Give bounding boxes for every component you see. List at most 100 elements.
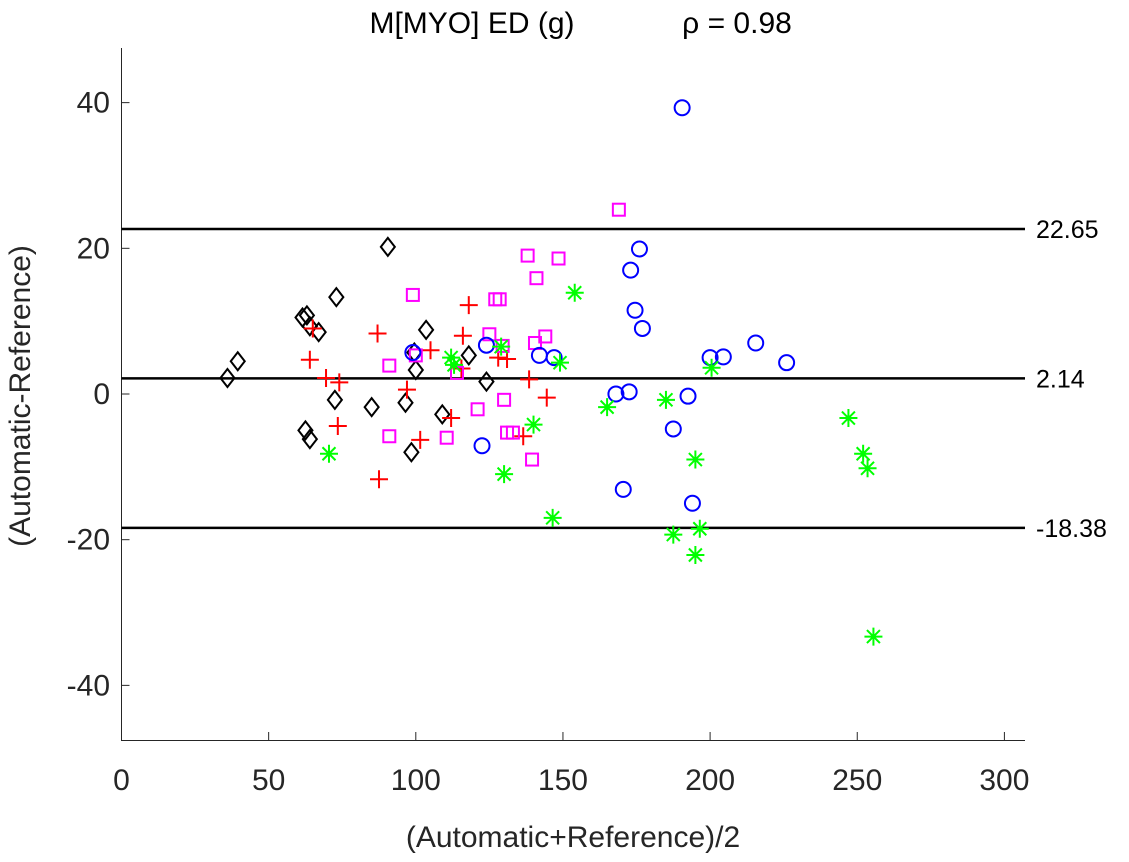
- y-ticks: -40 -20 0 20 40: [67, 87, 130, 702]
- reference-line-label: 22.65: [1036, 216, 1099, 244]
- plus-marker: [452, 359, 471, 378]
- y-tick-label: 20: [77, 232, 110, 265]
- square-marker: [470, 402, 485, 417]
- diamond-marker: [403, 441, 420, 463]
- asterisk-marker: [686, 450, 705, 469]
- plus-marker: [330, 373, 349, 392]
- circle-marker: [477, 336, 495, 354]
- square-marker: [497, 392, 512, 407]
- plus-marker: [303, 319, 322, 338]
- diamond-marker: [301, 315, 319, 337]
- diamond-marker: [219, 367, 236, 389]
- reference-line-label: -18.38: [1036, 515, 1107, 543]
- asterisk-marker: [524, 415, 543, 434]
- circle-marker: [545, 349, 563, 367]
- square-marker: [505, 425, 520, 440]
- square-marker: [529, 271, 544, 286]
- diamond-marker: [297, 419, 314, 442]
- x-tick-label: 250: [832, 764, 882, 797]
- y-tick-label: -20: [67, 524, 110, 557]
- circle-marker: [664, 420, 682, 438]
- x-tick-label: 0: [113, 764, 130, 797]
- asterisk-marker: [864, 627, 883, 646]
- circle-marker: [630, 240, 648, 258]
- diamond-marker: [417, 319, 435, 341]
- circle-marker: [614, 480, 632, 498]
- asterisk-marker: [543, 508, 562, 527]
- square-marker: [538, 329, 553, 344]
- plus-marker: [520, 370, 539, 389]
- y-axis-label: (Automatic-Reference): [4, 245, 37, 547]
- asterisk-marker: [664, 525, 683, 544]
- square-marker: [382, 429, 397, 444]
- x-tick-label: 150: [538, 764, 588, 797]
- circle-marker: [626, 301, 644, 319]
- rho-annotation: ρ = 0.98: [682, 7, 792, 40]
- reference-lines: 22.65 2.14 -18.38: [121, 216, 1107, 543]
- asterisk-marker: [858, 459, 877, 478]
- diamond-marker: [407, 359, 425, 381]
- diamond-marker: [434, 403, 451, 426]
- asterisk-marker: [854, 444, 873, 463]
- plus-marker: [300, 350, 319, 369]
- asterisk-marker: [442, 348, 461, 367]
- circle-marker: [747, 334, 765, 352]
- circle-marker: [404, 343, 422, 361]
- x-ticks: 0 50 100 150 200 250 300: [113, 732, 1029, 797]
- circle-marker: [620, 383, 638, 401]
- reference-line-label: 2.14: [1036, 365, 1085, 393]
- asterisk-marker: [319, 444, 338, 463]
- plus-marker: [368, 324, 387, 343]
- plus-marker: [328, 417, 347, 436]
- diamond-marker: [298, 304, 316, 326]
- asterisk-marker: [690, 519, 709, 538]
- diamond-marker: [363, 396, 380, 418]
- x-tick-label: 200: [685, 764, 735, 797]
- square-marker: [611, 202, 626, 217]
- square-marker: [488, 292, 503, 307]
- y-tick-label: 0: [93, 378, 110, 411]
- y-tick-label: -40: [67, 669, 110, 702]
- plus-marker: [411, 430, 430, 449]
- circle-marker: [633, 319, 651, 337]
- asterisk-marker: [686, 545, 705, 564]
- square-marker: [525, 452, 540, 467]
- circle-marker: [473, 437, 491, 455]
- asterisk-marker: [551, 353, 570, 372]
- circle-marker: [778, 354, 796, 372]
- x-tick-label: 50: [252, 764, 285, 797]
- asterisk-marker: [598, 398, 617, 417]
- x-axis-label: (Automatic+Reference)/2: [406, 821, 740, 854]
- plus-marker: [317, 368, 336, 387]
- diamond-marker: [301, 428, 319, 450]
- x-tick-label: 300: [979, 764, 1029, 797]
- plus-marker: [537, 388, 556, 407]
- diamond-marker: [379, 236, 397, 258]
- diamond-marker: [397, 392, 414, 414]
- circle-marker: [683, 494, 701, 512]
- diamond-marker: [478, 370, 495, 393]
- circle-marker: [714, 348, 732, 366]
- x-tick-label: 100: [391, 764, 441, 797]
- square-marker: [482, 327, 497, 342]
- y-tick-label: 40: [77, 87, 110, 120]
- diamond-marker: [460, 344, 478, 367]
- circle-marker: [607, 385, 625, 403]
- circle-marker: [530, 346, 548, 364]
- circle-marker: [622, 261, 640, 279]
- diamond-marker: [326, 389, 344, 411]
- square-marker: [408, 348, 423, 363]
- asterisk-marker: [839, 409, 858, 428]
- square-marker: [382, 358, 397, 373]
- asterisk-marker: [492, 337, 511, 356]
- plus-marker: [370, 470, 389, 489]
- diamond-marker: [328, 286, 345, 308]
- asterisk-marker: [445, 355, 464, 374]
- plus-marker: [421, 341, 440, 360]
- square-marker: [439, 430, 454, 445]
- data-points: [219, 99, 883, 646]
- circle-marker: [679, 387, 697, 405]
- diamond-marker: [229, 350, 247, 372]
- plus-marker: [397, 380, 416, 399]
- asterisk-marker: [495, 465, 514, 484]
